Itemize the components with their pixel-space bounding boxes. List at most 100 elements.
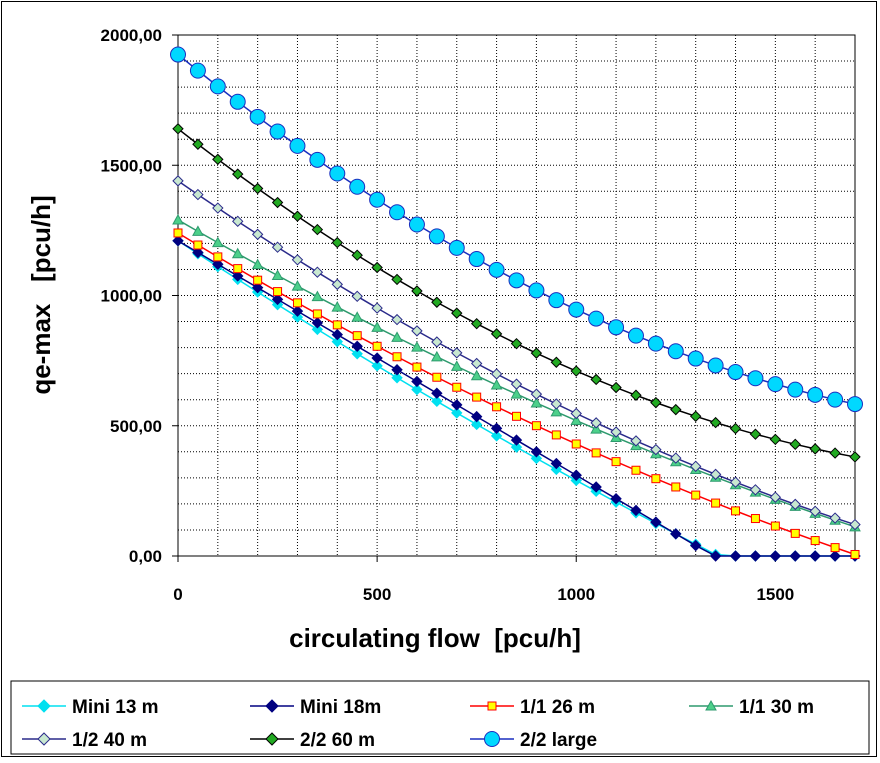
data-point (412, 342, 422, 351)
data-point (648, 336, 663, 351)
data-point (230, 94, 245, 109)
data-point (452, 400, 462, 410)
data-point (273, 198, 283, 208)
data-point (509, 273, 524, 288)
data-point (373, 342, 381, 350)
data-point (572, 440, 580, 448)
data-point (771, 522, 779, 530)
data-point (770, 434, 780, 444)
legend-label: 2/2 large (520, 730, 597, 751)
data-point (412, 326, 422, 336)
y-tick-label: 500,00 (110, 417, 162, 436)
data-point (194, 241, 202, 249)
data-point (392, 332, 402, 341)
data-point (213, 203, 223, 213)
data-point (850, 452, 860, 462)
data-point (210, 79, 225, 94)
data-point (372, 322, 382, 331)
data-point (712, 499, 720, 507)
data-point (472, 371, 482, 380)
data-point (352, 250, 362, 260)
data-point (370, 192, 385, 207)
data-point (472, 359, 482, 369)
data-point (473, 393, 481, 401)
data-point (513, 412, 521, 420)
data-point (652, 475, 660, 483)
data-point (413, 363, 421, 371)
data-point (671, 453, 681, 463)
data-point (732, 507, 740, 515)
data-point (790, 439, 800, 449)
data-point (791, 529, 799, 537)
data-point (552, 431, 560, 439)
series-layer (171, 47, 863, 561)
data-point (609, 320, 624, 335)
legend-label: 1/2 40 m (72, 730, 147, 751)
x-tick-label: 1000 (557, 585, 595, 604)
x-tick-label: 1500 (756, 585, 794, 604)
data-point (452, 308, 462, 318)
data-point (372, 262, 382, 272)
data-point (352, 291, 362, 301)
data-point (751, 515, 759, 523)
data-point (173, 176, 183, 186)
data-point (193, 190, 203, 200)
legend-label: 1/1 26 m (520, 697, 595, 718)
data-point (293, 299, 301, 307)
data-point (571, 409, 581, 419)
data-point (851, 550, 859, 558)
data-point (253, 229, 263, 239)
data-point (274, 288, 282, 296)
data-point (330, 166, 345, 181)
data-point (312, 318, 322, 328)
data-point (313, 310, 321, 318)
data-point (250, 109, 265, 124)
legend-label: Mini 18m (300, 697, 381, 718)
data-point (531, 447, 541, 457)
data-point (808, 387, 823, 402)
data-point (668, 344, 683, 359)
data-point (512, 435, 522, 445)
data-point (409, 217, 424, 232)
data-point (810, 444, 820, 454)
data-point (492, 423, 502, 433)
data-point (393, 353, 401, 361)
data-point (254, 276, 262, 284)
data-point (830, 551, 840, 561)
data-point (651, 398, 661, 408)
data-point (392, 274, 402, 284)
data-point (750, 551, 760, 561)
data-point (512, 389, 522, 398)
data-point (571, 366, 581, 376)
legend-label: 1/1 30 m (739, 697, 814, 718)
data-point (372, 353, 382, 363)
data-point (488, 702, 496, 710)
data-point (569, 302, 584, 317)
data-point (432, 388, 442, 398)
data-point (589, 311, 604, 326)
data-point (310, 152, 325, 167)
data-point (848, 397, 863, 412)
data-point (691, 411, 701, 421)
data-point (531, 389, 541, 399)
data-point (292, 211, 302, 221)
series-6 (171, 47, 863, 412)
data-point (429, 229, 444, 244)
data-point (412, 376, 422, 386)
data-point (708, 358, 723, 373)
data-point (492, 369, 502, 379)
data-point (828, 392, 843, 407)
data-point (433, 373, 441, 381)
data-point (532, 422, 540, 430)
y-tick-label: 0,00 (129, 547, 162, 566)
data-point (728, 365, 743, 380)
x-axis-label: circulating flow [pcu/h] (289, 623, 581, 653)
legend-label: 2/2 60 m (300, 730, 375, 751)
data-point (449, 240, 464, 255)
y-tick-label: 2000,00 (101, 26, 162, 45)
data-point (672, 483, 680, 491)
data-point (628, 328, 643, 343)
data-point (273, 270, 283, 279)
data-point (549, 293, 564, 308)
